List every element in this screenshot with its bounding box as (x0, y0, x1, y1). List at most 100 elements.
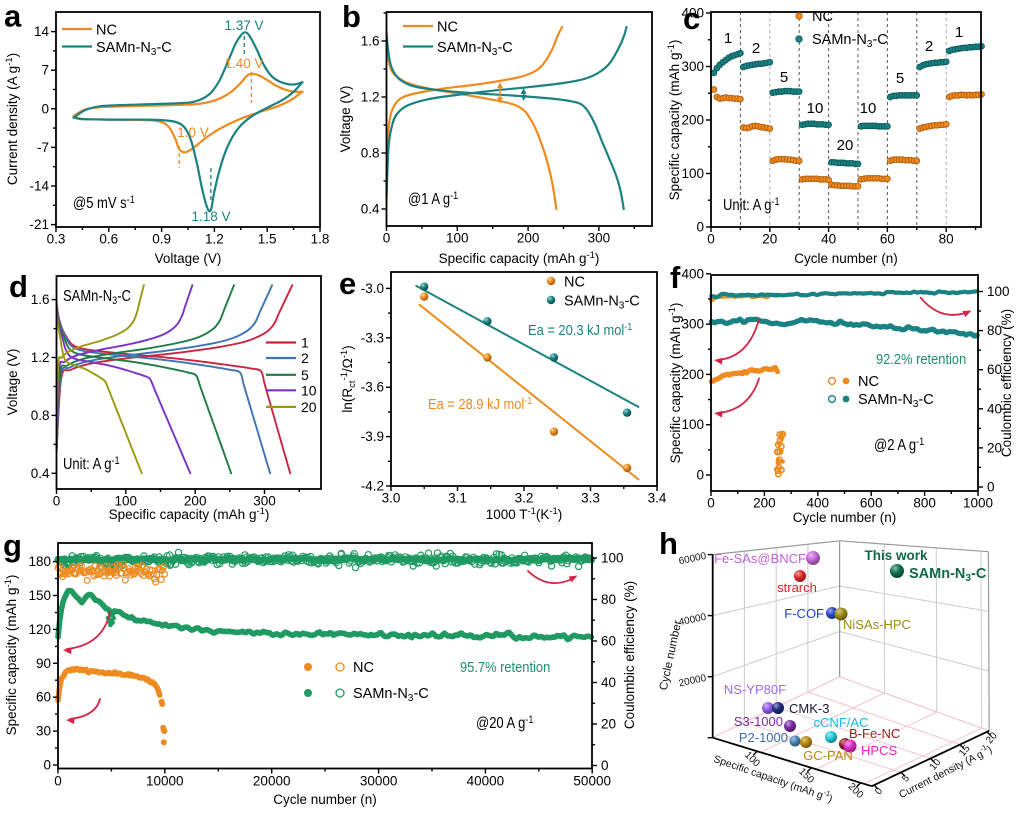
svg-text:1.2: 1.2 (361, 90, 380, 105)
svg-text:b: b (342, 0, 361, 34)
svg-text:SAMn-N3-C: SAMn-N3-C (858, 392, 934, 410)
svg-text:2: 2 (301, 350, 309, 366)
svg-text:200: 200 (517, 231, 540, 246)
svg-text:100: 100 (446, 231, 469, 246)
svg-text:Current density (A g-1): Current density (A g-1) (4, 53, 20, 185)
svg-text:300: 300 (681, 317, 704, 332)
svg-text:e: e (339, 266, 356, 301)
svg-text:3.1: 3.1 (448, 491, 467, 506)
svg-text:This work: This work (864, 548, 928, 563)
svg-text:0.4: 0.4 (361, 202, 380, 217)
svg-text:50000: 50000 (573, 774, 611, 789)
svg-text:0: 0 (707, 232, 715, 247)
svg-text:Unit: A g-1: Unit: A g-1 (723, 196, 780, 214)
svg-text:200: 200 (753, 496, 776, 511)
svg-text:400: 400 (807, 496, 830, 511)
svg-text:0: 0 (601, 758, 609, 773)
svg-text:0.4: 0.4 (31, 466, 50, 481)
svg-text:strarch: strarch (777, 580, 817, 595)
svg-text:80: 80 (939, 232, 954, 247)
svg-text:S3-1000: S3-1000 (734, 714, 783, 729)
svg-text:0.3: 0.3 (47, 232, 66, 247)
svg-text:300: 300 (588, 231, 611, 246)
svg-text:SAMn-N3-C: SAMn-N3-C (96, 40, 172, 58)
svg-text:d: d (9, 269, 28, 304)
svg-text:0.8: 0.8 (361, 146, 380, 161)
svg-text:0: 0 (41, 101, 49, 116)
svg-text:60: 60 (601, 634, 616, 649)
svg-text:Ea = 28.9 kJ mol-1: Ea = 28.9 kJ mol-1 (428, 395, 532, 412)
svg-text:2: 2 (752, 40, 760, 57)
svg-text:SAMn-N3-C: SAMn-N3-C (63, 288, 131, 307)
svg-text:a: a (4, 0, 22, 34)
svg-text:20: 20 (601, 717, 616, 732)
svg-text:0: 0 (53, 494, 61, 509)
svg-text:GC-PAN: GC-PAN (803, 748, 853, 763)
svg-text:800: 800 (913, 496, 936, 511)
svg-text:0: 0 (43, 758, 51, 773)
svg-text:SAMn-N3-C: SAMn-N3-C (812, 32, 888, 50)
svg-text:100: 100 (601, 551, 624, 566)
svg-text:Voltage (V): Voltage (V) (338, 86, 353, 153)
svg-text:1: 1 (955, 24, 963, 41)
svg-text:100: 100 (987, 284, 1010, 299)
svg-text:14: 14 (34, 24, 50, 39)
svg-text:1.40 V: 1.40 V (224, 56, 263, 71)
svg-text:SAMn-N3-C: SAMn-N3-C (909, 566, 987, 584)
svg-text:-3.0: -3.0 (361, 281, 384, 296)
svg-text:5: 5 (780, 69, 788, 86)
svg-text:-3.3: -3.3 (361, 330, 384, 345)
svg-text:30000: 30000 (360, 774, 398, 789)
svg-text:180: 180 (28, 554, 51, 569)
svg-text:20: 20 (762, 232, 777, 247)
svg-text:-3.9: -3.9 (361, 429, 384, 444)
svg-text:20: 20 (837, 137, 854, 154)
svg-text:Voltage (V): Voltage (V) (5, 349, 20, 416)
svg-text:5: 5 (896, 70, 904, 87)
svg-text:NC: NC (353, 660, 374, 676)
svg-text:1.0 V: 1.0 V (177, 125, 209, 140)
svg-text:Specific capacity (mAh g-1): Specific capacity (mAh g-1) (439, 250, 600, 266)
svg-text:200: 200 (681, 367, 704, 382)
svg-text:1.37 V: 1.37 V (224, 18, 263, 33)
svg-text:10: 10 (301, 382, 317, 398)
svg-text:-14: -14 (29, 179, 49, 194)
svg-text:NC: NC (437, 20, 458, 36)
svg-text:NiSAs-HPC: NiSAs-HPC (843, 617, 911, 632)
svg-text:0: 0 (54, 774, 62, 789)
svg-text:Voltage (V): Voltage (V) (155, 251, 222, 266)
svg-text:60: 60 (36, 690, 51, 705)
svg-text:-4.2: -4.2 (361, 479, 384, 494)
svg-text:600: 600 (860, 496, 883, 511)
svg-text:g: g (3, 528, 22, 563)
svg-text:90: 90 (36, 656, 51, 671)
svg-text:Specific capacity (mAh g-1): Specific capacity (mAh g-1) (3, 575, 19, 736)
svg-text:60: 60 (880, 232, 895, 247)
svg-text:10000: 10000 (146, 774, 184, 789)
svg-text:f: f (670, 260, 681, 295)
svg-text:h: h (659, 526, 678, 561)
svg-text:@20 A g-1: @20 A g-1 (476, 714, 534, 732)
svg-text:3.0: 3.0 (382, 491, 401, 506)
svg-text:SAMn-N3-C: SAMn-N3-C (353, 686, 429, 704)
svg-text:HPCS: HPCS (861, 743, 897, 758)
svg-text:10: 10 (807, 100, 824, 117)
svg-text:30: 30 (36, 724, 51, 739)
svg-text:400: 400 (681, 266, 704, 281)
svg-text:1.2: 1.2 (205, 232, 224, 247)
svg-text:40: 40 (601, 675, 616, 690)
svg-text:92.2% retention: 92.2% retention (876, 350, 966, 367)
svg-text:200: 200 (681, 113, 704, 128)
svg-text:B-Fe-NC: B-Fe-NC (849, 726, 900, 741)
svg-text:3.4: 3.4 (648, 491, 667, 506)
svg-text:1.8: 1.8 (311, 232, 330, 247)
svg-text:3.3: 3.3 (581, 491, 600, 506)
svg-text:NC: NC (96, 23, 117, 39)
svg-text:SAMn-N3-C: SAMn-N3-C (564, 294, 640, 312)
svg-text:-21: -21 (29, 217, 49, 232)
svg-text:-7: -7 (37, 140, 49, 155)
svg-text:0: 0 (383, 231, 391, 246)
svg-text:40000: 40000 (467, 774, 505, 789)
svg-text:0: 0 (707, 496, 715, 511)
svg-text:P2-1000: P2-1000 (739, 730, 788, 745)
